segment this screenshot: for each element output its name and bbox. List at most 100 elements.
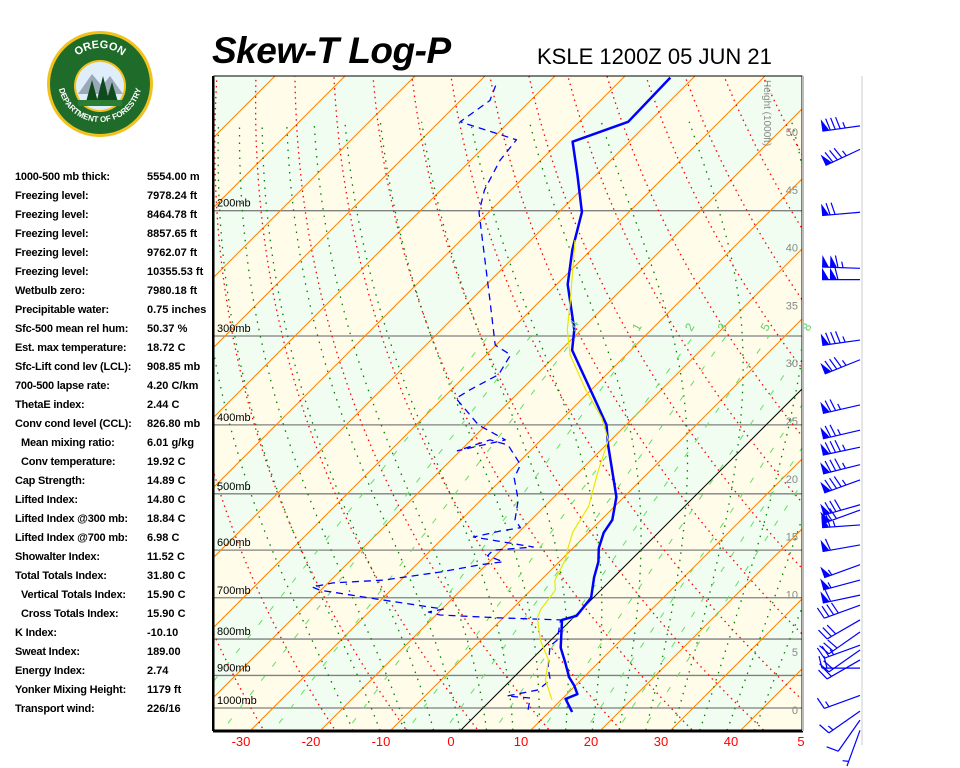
wind-barb-full bbox=[833, 356, 842, 368]
wind-barb-full bbox=[823, 642, 834, 652]
mixing-ratio-line bbox=[616, 447, 802, 730]
stat-label: Conv temperature: bbox=[21, 456, 116, 468]
wind-barb-full bbox=[829, 358, 838, 370]
wind-barb-full bbox=[824, 589, 832, 602]
dry-adiabat bbox=[840, 0, 960, 738]
wind-barb-half bbox=[827, 725, 834, 731]
wind-barb bbox=[821, 515, 861, 529]
svg-text:OREGON: OREGON bbox=[72, 39, 127, 59]
stat-label: Transport wind: bbox=[15, 703, 95, 715]
height-tick-label: 5 bbox=[792, 647, 798, 659]
dry-adiabat bbox=[411, 76, 765, 730]
wind-barb-full bbox=[830, 202, 836, 215]
wind-barb-full bbox=[826, 746, 839, 752]
wind-barb-full bbox=[818, 669, 828, 680]
wind-barb bbox=[822, 267, 860, 281]
wind-barb-half bbox=[842, 150, 847, 157]
wind-barb-pennant bbox=[820, 401, 830, 414]
temperature-band bbox=[874, 0, 960, 737]
wind-barb-full bbox=[833, 476, 842, 488]
dry-adiabat bbox=[949, 0, 960, 738]
wind-barb-staff bbox=[826, 619, 861, 640]
wind-barb-staff bbox=[822, 524, 861, 529]
wind-barb-full bbox=[826, 604, 835, 616]
pressure-label: 800mb bbox=[217, 626, 251, 638]
temperature-band bbox=[214, 108, 802, 730]
isotherm bbox=[874, 0, 960, 737]
wind-barb-half bbox=[842, 444, 846, 451]
isotherm bbox=[530, 458, 802, 730]
wind-barb-staff bbox=[846, 730, 861, 767]
stat-label: Lifted Index: bbox=[15, 494, 78, 506]
wind-barb-staff bbox=[822, 464, 861, 475]
wind-barb-full bbox=[829, 459, 837, 472]
stat-value: 1179 ft bbox=[147, 684, 182, 696]
stat-label: Mean mixing ratio: bbox=[21, 437, 115, 449]
wind-barb-full bbox=[819, 724, 830, 734]
stat-value: 8857.65 ft bbox=[147, 228, 198, 240]
height-tick-label: 20 bbox=[786, 474, 798, 486]
stat-label: Freezing level: bbox=[15, 266, 89, 278]
wind-barb-pennant bbox=[820, 362, 832, 374]
stat-value: 6.98 C bbox=[147, 532, 180, 544]
pressure-label: 700mb bbox=[217, 585, 251, 597]
wind-barb bbox=[820, 458, 861, 475]
wind-barb-full bbox=[824, 479, 833, 491]
wind-barb-full bbox=[824, 502, 832, 514]
stat-label: ThetaE index: bbox=[15, 399, 85, 411]
stat-value: 908.85 mb bbox=[147, 361, 201, 373]
height-tick-label: 30 bbox=[786, 358, 798, 370]
wind-barb-pennant bbox=[820, 481, 831, 493]
height-axis-label: Height (1000ft) bbox=[761, 80, 772, 146]
wind-barb-full bbox=[834, 116, 841, 129]
pressure-label: 900mb bbox=[217, 662, 251, 674]
wind-barb-full bbox=[825, 332, 831, 345]
stat-value: 8464.78 ft bbox=[147, 209, 198, 221]
stat-value: 19.92 C bbox=[147, 456, 186, 468]
pressure-label: 500mb bbox=[217, 481, 251, 493]
temperature-tick-label: 10 bbox=[514, 734, 528, 749]
logo-text-top: OREGON bbox=[72, 39, 127, 59]
wind-barb bbox=[820, 356, 861, 375]
wind-barb-full bbox=[826, 624, 837, 635]
wind-barb-half bbox=[842, 336, 846, 343]
pressure-label: 200mb bbox=[217, 198, 251, 210]
stat-label: Est. max temperature: bbox=[15, 342, 127, 354]
dry-adiabat bbox=[877, 0, 960, 738]
stat-label: Yonker Mixing Height: bbox=[15, 684, 127, 696]
wind-barb-staff bbox=[828, 631, 861, 655]
wind-barb-full bbox=[834, 499, 842, 511]
wind-barb-half bbox=[837, 403, 842, 410]
wind-barb bbox=[820, 564, 861, 579]
wind-barb-full bbox=[823, 656, 828, 669]
wind-barb bbox=[816, 694, 861, 709]
stat-label: Lifted Index @300 mb: bbox=[15, 513, 128, 525]
stat-label: Freezing level: bbox=[15, 209, 89, 221]
wind-barb-pennant bbox=[820, 443, 830, 456]
stat-value: 6.01 g/kg bbox=[147, 437, 195, 449]
wind-barb-pennant bbox=[821, 203, 830, 216]
wind-barb-full bbox=[816, 697, 825, 709]
wind-barb-staff bbox=[823, 579, 861, 591]
wind-barb-half bbox=[842, 462, 846, 469]
wind-barb-half bbox=[829, 649, 835, 656]
wind-barb bbox=[818, 659, 861, 680]
height-tick-label: 15 bbox=[786, 532, 798, 544]
wind-barb-full bbox=[829, 441, 837, 453]
wind-barb-pennant bbox=[820, 566, 831, 578]
height-tick-label: 35 bbox=[786, 300, 798, 312]
wind-barb-pennant bbox=[822, 254, 830, 268]
wind-barb-staff bbox=[828, 710, 861, 734]
stat-value: 15.90 C bbox=[147, 608, 186, 620]
stat-value: 189.00 bbox=[147, 646, 181, 658]
stat-value: 0.75 inches bbox=[147, 304, 207, 316]
stat-label: Freezing level: bbox=[15, 190, 89, 202]
wind-barb bbox=[820, 476, 861, 494]
wind-barb-full bbox=[825, 118, 831, 131]
wind-barb-half bbox=[841, 479, 847, 486]
mixing-ratio-line bbox=[214, 335, 489, 682]
moist-adiabat bbox=[238, 121, 408, 730]
height-tick-label: 0 bbox=[792, 705, 798, 717]
stat-label: 700-500 lapse rate: bbox=[15, 380, 110, 392]
